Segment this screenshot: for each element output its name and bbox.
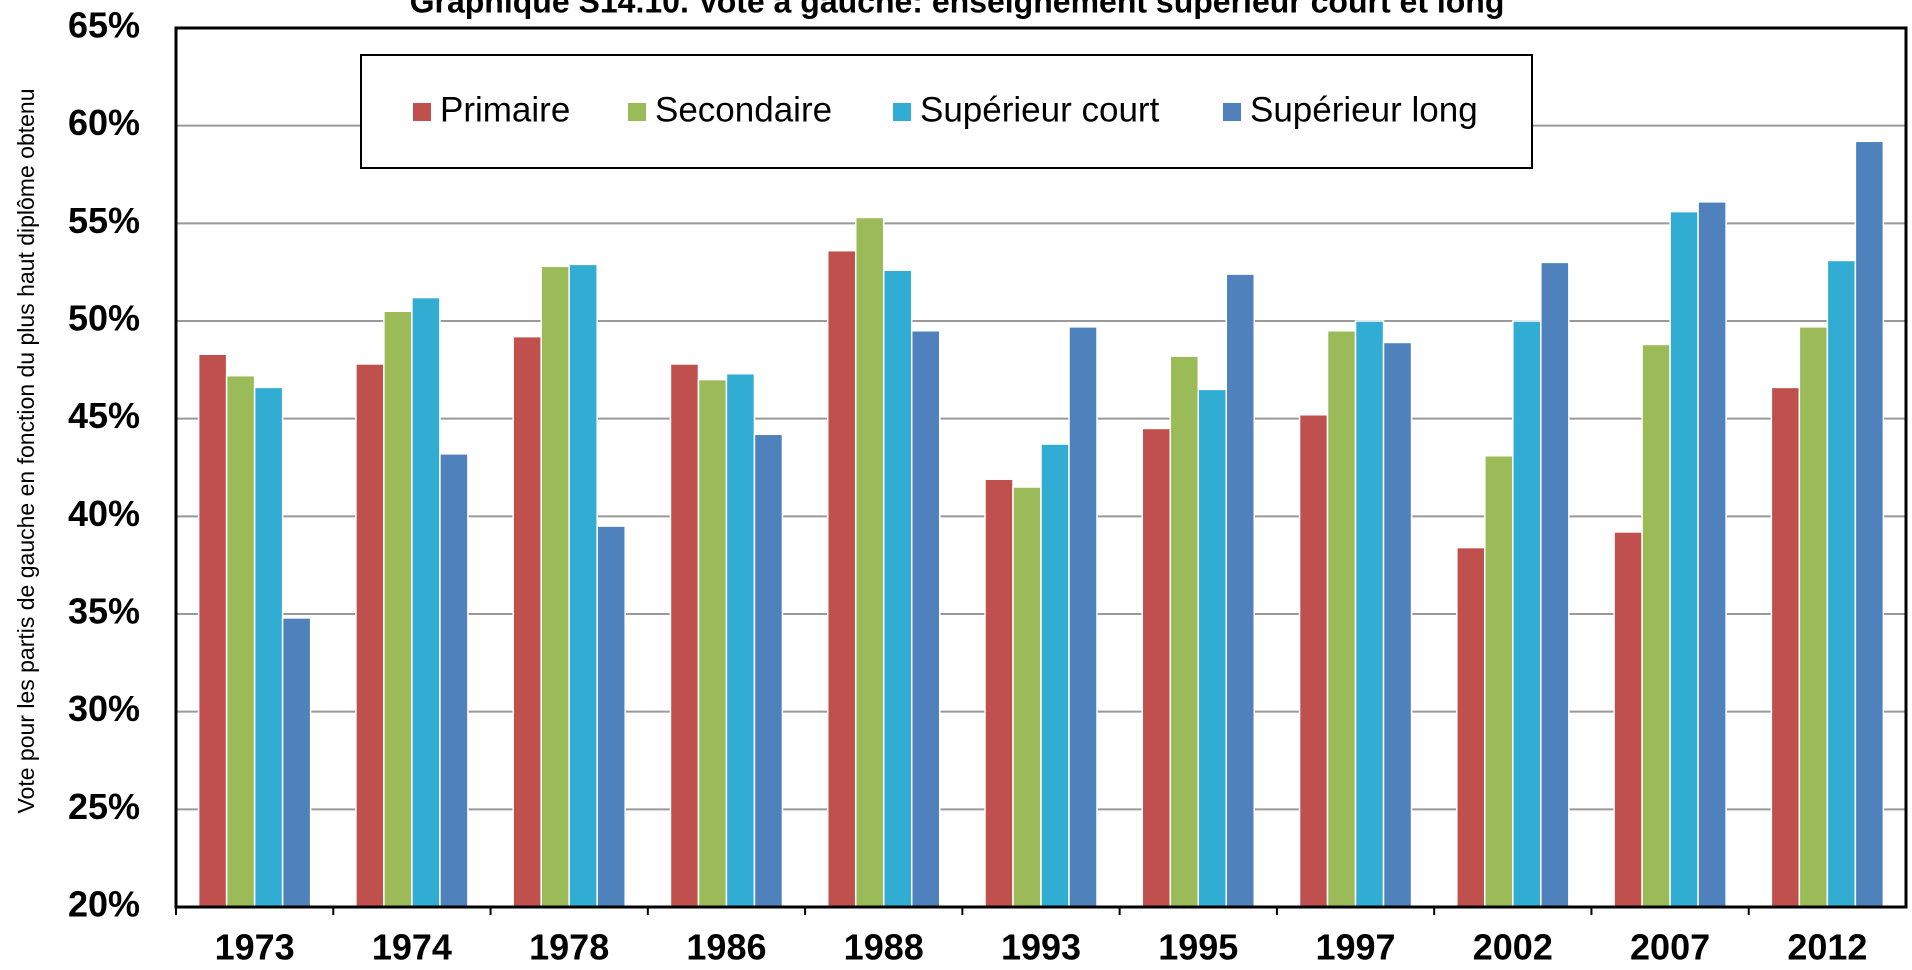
bar: [411, 296, 441, 908]
bar: [1484, 455, 1514, 908]
bar: [1770, 386, 1801, 908]
bar: [225, 374, 256, 908]
legend-label: Supérieur court: [920, 90, 1160, 129]
bar: [826, 249, 857, 908]
x-tick-label: 1974: [372, 927, 452, 968]
x-tick-label: 1986: [686, 927, 766, 968]
bar: [1354, 320, 1385, 908]
bar: [1197, 388, 1228, 908]
x-tick-label: 1973: [215, 927, 295, 968]
bar: [1669, 210, 1699, 908]
bar: [1540, 261, 1570, 908]
x-tick-label: 1993: [1001, 927, 1081, 968]
x-tick-label: 2012: [1787, 927, 1867, 968]
bar: [910, 330, 941, 908]
bar: [1854, 140, 1885, 908]
bar: [1298, 414, 1329, 908]
bar: [596, 525, 626, 908]
chart-title: Graphique S14.10. Vote à gauche: enseign…: [410, 0, 1505, 19]
legend-swatch: [893, 103, 911, 121]
x-tick-label: 2002: [1473, 927, 1553, 968]
x-tick-label: 1988: [844, 927, 924, 968]
bar: [882, 269, 913, 908]
bar: [281, 617, 312, 908]
bar: [1040, 443, 1070, 908]
y-tick-label: 60%: [68, 102, 140, 143]
legend-swatch: [413, 103, 431, 121]
legend-label: Supérieur long: [1250, 90, 1478, 129]
bar: [1068, 326, 1098, 908]
legend-label: Primaire: [440, 90, 570, 129]
bar: [669, 363, 700, 908]
legend-box: [360, 54, 1533, 169]
x-tick-label: 2007: [1630, 927, 1710, 968]
y-axis-title: Vote pour les partis de gauche en foncti…: [13, 88, 39, 813]
y-tick-label: 20%: [68, 884, 140, 925]
bar: [568, 263, 598, 908]
legend-label: Secondaire: [655, 90, 832, 129]
y-tick-label: 50%: [68, 298, 140, 339]
bar: [1697, 201, 1727, 908]
bar: [1382, 341, 1413, 908]
bar: [753, 433, 784, 908]
legend-swatch: [1223, 103, 1241, 121]
bar: [854, 216, 885, 908]
bar: [540, 265, 570, 908]
bar: [355, 363, 385, 908]
bar: [1613, 531, 1643, 908]
y-tick-label: 30%: [68, 688, 140, 729]
bar: [1798, 326, 1829, 908]
bar: [1326, 330, 1357, 908]
bar: [1826, 259, 1857, 908]
bar: [197, 353, 228, 908]
bar: [1012, 486, 1042, 908]
bar: [439, 453, 469, 908]
bar: [1141, 427, 1172, 908]
y-tick-label: 40%: [68, 493, 140, 534]
y-tick-label: 25%: [68, 786, 140, 827]
bar: [1225, 273, 1256, 908]
bar: [1512, 320, 1542, 908]
bar: [984, 478, 1014, 908]
x-tick-label: 1997: [1315, 927, 1395, 968]
y-tick-label: 55%: [68, 200, 140, 241]
x-tick-label: 1978: [529, 927, 609, 968]
bar: [1169, 355, 1200, 908]
legend-swatch: [628, 103, 646, 121]
y-tick-label: 35%: [68, 591, 140, 632]
bar: [697, 378, 728, 908]
bar: [1641, 343, 1671, 908]
y-tick-label: 45%: [68, 395, 140, 436]
bar: [383, 310, 413, 908]
x-tick-label: 1995: [1158, 927, 1238, 968]
bar: [512, 335, 542, 908]
y-tick-label: 65%: [68, 5, 140, 46]
bar: [725, 372, 756, 908]
bar: [1456, 546, 1486, 908]
bar: [253, 386, 284, 908]
